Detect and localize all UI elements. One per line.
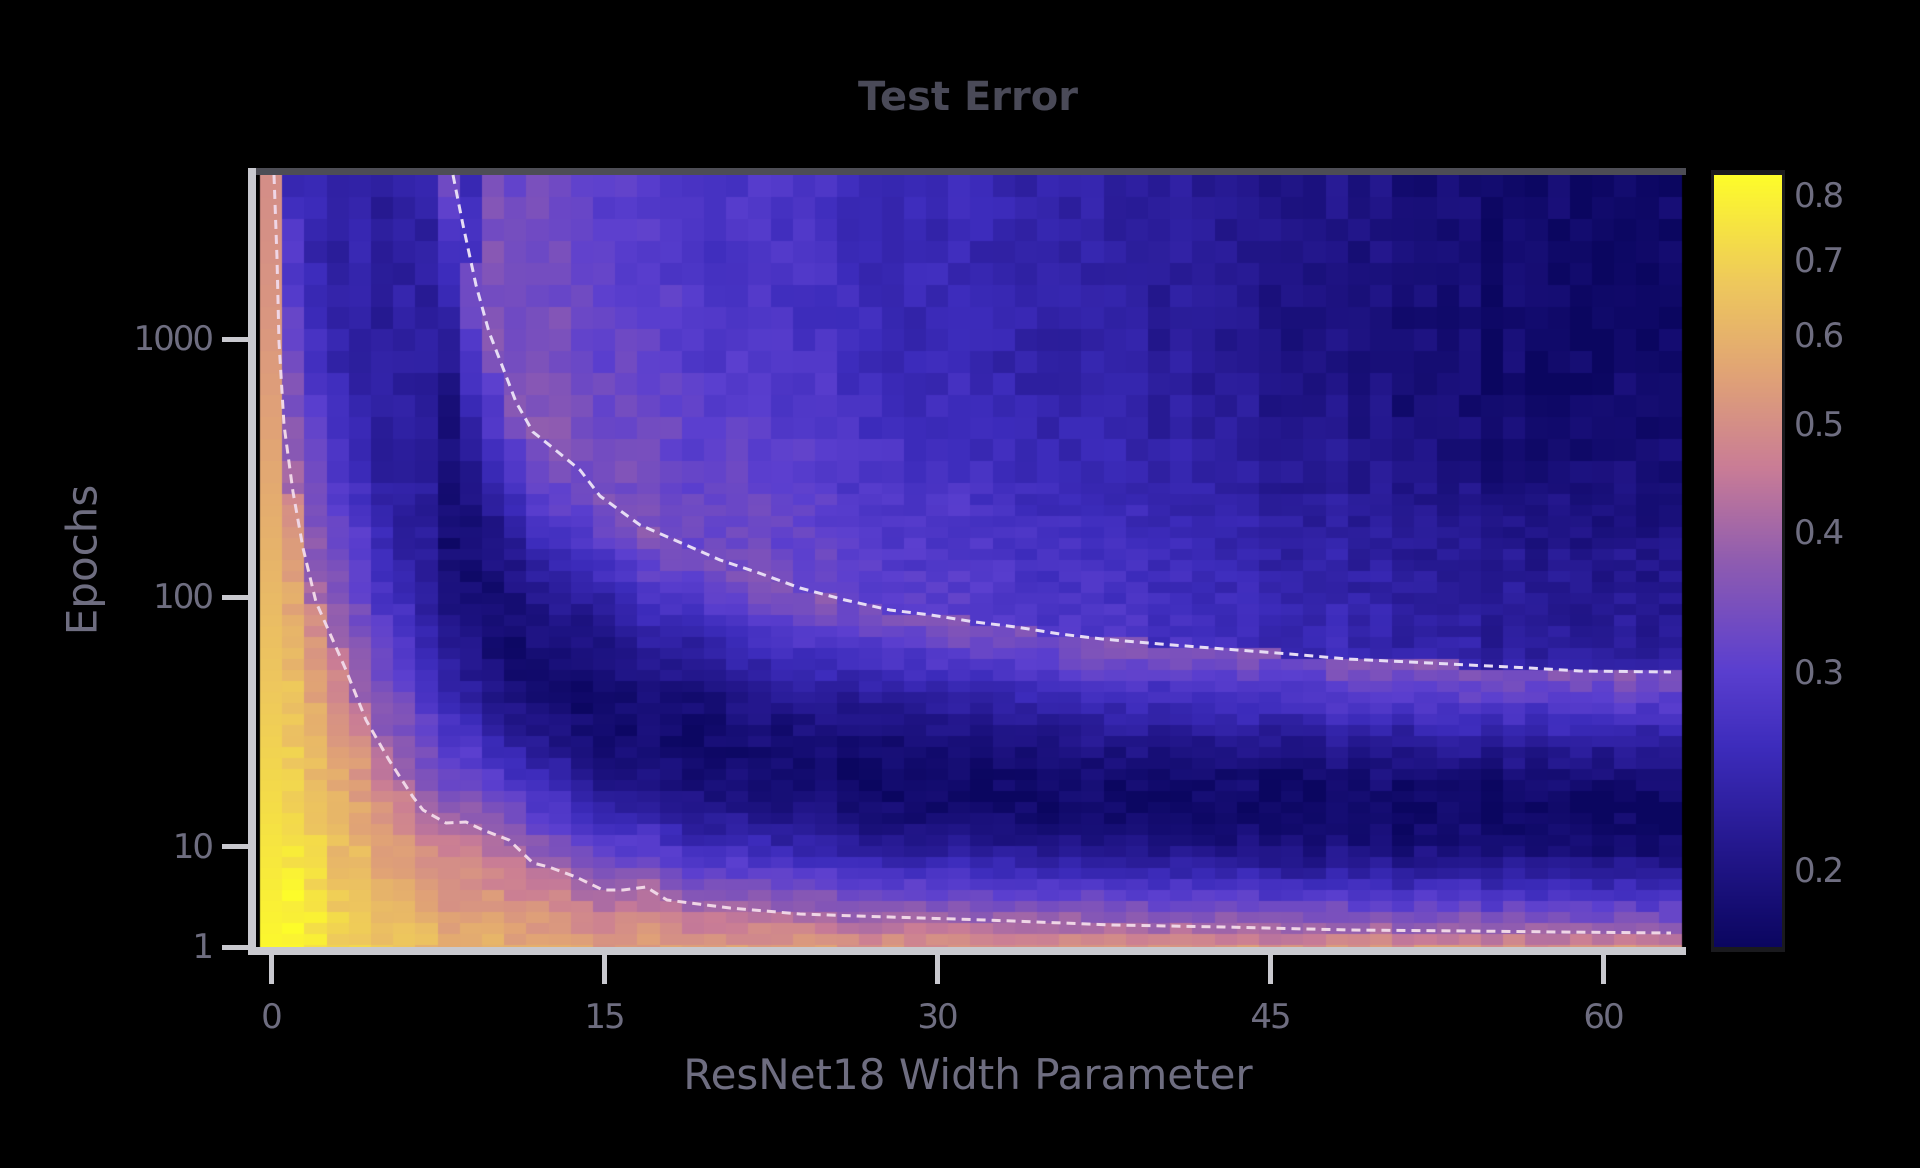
colorbar — [1714, 175, 1782, 947]
x-tick-label: 15 — [584, 997, 625, 1037]
x-tick-mark — [268, 950, 274, 984]
y-tick-mark — [222, 944, 252, 950]
x-tick-mark — [1600, 950, 1606, 984]
x-tick-label: 45 — [1250, 997, 1291, 1037]
x-axis-label: ResNet18 Width Parameter — [683, 1050, 1253, 1099]
y-tick-mark — [222, 844, 252, 850]
x-tick-label: 0 — [261, 997, 283, 1037]
x-tick-mark — [1267, 950, 1273, 984]
colorbar-tick-label: 0.4 — [1794, 513, 1844, 554]
x-tick-label: 60 — [1583, 997, 1624, 1037]
heatmap-plot-area — [256, 175, 1686, 947]
y-tick-mark — [222, 594, 252, 600]
colorbar-tick-label: 0.6 — [1794, 315, 1844, 356]
y-tick-label: 100 — [153, 577, 214, 618]
y-tick-label: 1000 — [133, 319, 214, 360]
chart-title: Test Error — [858, 74, 1078, 120]
colorbar-tick-label: 0.7 — [1794, 240, 1844, 281]
y-tick-label: 10 — [172, 826, 214, 867]
upper-dashed-contour — [451, 174, 1672, 674]
x-tick-mark — [934, 950, 940, 984]
y-axis-label: Epochs — [57, 484, 107, 636]
contour-overlay — [272, 174, 1672, 935]
plot-top-border — [256, 168, 1686, 175]
colorbar-tick-label: 0.8 — [1794, 175, 1844, 216]
x-tick-mark — [601, 950, 607, 984]
colorbar-tick-label: 0.5 — [1794, 404, 1844, 445]
colorbar-tick-label: 0.2 — [1794, 850, 1844, 891]
x-tick-label: 30 — [917, 997, 958, 1037]
lower-dashed-contour — [272, 174, 1672, 935]
y-tick-label: 1 — [192, 927, 214, 967]
colorbar-tick-label: 0.3 — [1794, 653, 1844, 694]
y-tick-mark — [222, 336, 252, 342]
